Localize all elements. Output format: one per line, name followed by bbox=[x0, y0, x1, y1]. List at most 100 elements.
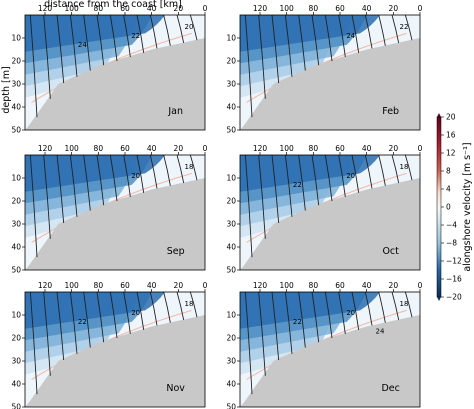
temperature-contour bbox=[391, 155, 400, 184]
y-tick-label: 10 bbox=[226, 34, 236, 43]
temperature-contour bbox=[298, 292, 306, 348]
y-tick-label: 10 bbox=[226, 311, 236, 320]
temperature-contour bbox=[69, 15, 78, 77]
y-tick-label: 40 bbox=[11, 103, 21, 112]
y-tick-label: 30 bbox=[226, 220, 236, 229]
month-label: Oct bbox=[382, 246, 399, 257]
temperature-contour bbox=[351, 155, 360, 193]
temperature-contour bbox=[378, 155, 386, 186]
x-tick-label: 60 bbox=[335, 281, 345, 290]
temperature-contour bbox=[404, 15, 413, 41]
seafloor bbox=[25, 315, 205, 407]
contour-label: 22 bbox=[131, 32, 140, 40]
temperature-contour bbox=[43, 155, 51, 239]
x-tick-label: 20 bbox=[389, 4, 399, 13]
temperature-contour bbox=[189, 15, 198, 41]
month-label: Jan bbox=[167, 106, 183, 117]
temperature-contour bbox=[189, 155, 198, 181]
temperature-contour bbox=[83, 292, 91, 348]
temperature-contour bbox=[96, 292, 105, 343]
temperature-contour bbox=[176, 155, 185, 184]
temperature-contour bbox=[56, 292, 65, 361]
x-tick-label: 60 bbox=[335, 4, 345, 13]
y-tick-label: 10 bbox=[11, 174, 21, 183]
temperature-contour bbox=[43, 15, 51, 99]
contour-label: 20 bbox=[346, 309, 355, 317]
temperature-contour bbox=[258, 292, 266, 376]
y-tick-label: 50 bbox=[11, 266, 21, 275]
temperature-contour bbox=[136, 155, 145, 193]
panel-dec: 18 20 22 24 Dec 120 100 80 60 40 20 0 10 20 30 40 50 bbox=[226, 281, 422, 409]
temperature-contour bbox=[338, 15, 346, 58]
x-tick-label: 100 bbox=[280, 4, 295, 13]
x-tick-label: 40 bbox=[362, 4, 372, 13]
temperature-contour bbox=[176, 292, 185, 321]
colorbar: 20 16 12 8 4 0 −4 −8 −12 −16 −20 alongshore veloci… bbox=[436, 113, 473, 302]
temperature-contour bbox=[271, 292, 280, 361]
y-tick-label: 20 bbox=[11, 197, 21, 206]
y-tick-label: 30 bbox=[11, 357, 21, 366]
seafloor bbox=[25, 178, 205, 270]
panel-frame bbox=[239, 14, 421, 131]
temperature-contour bbox=[109, 292, 118, 339]
x-tick-label: 80 bbox=[94, 281, 104, 290]
y-tick-label: 50 bbox=[11, 126, 21, 135]
month-label: Nov bbox=[166, 383, 185, 394]
x-tick-label: 60 bbox=[120, 144, 130, 153]
temperature-contour bbox=[311, 292, 320, 343]
y-tick-label: 50 bbox=[226, 126, 236, 135]
temperature-contour bbox=[83, 155, 91, 211]
y-tick-label: 20 bbox=[226, 334, 236, 343]
x-tick-label: 100 bbox=[65, 144, 80, 153]
seafloor bbox=[240, 315, 420, 407]
contour-label: 22 bbox=[293, 318, 302, 326]
x-tick-label: 80 bbox=[309, 4, 319, 13]
colorbar-top-extension bbox=[437, 113, 441, 117]
panel-nov: 18 20 22 Nov 120 100 80 60 40 20 0 10 20 30 40 50 bbox=[11, 281, 207, 409]
colorbar-tick-label: −16 bbox=[446, 275, 462, 284]
temperature-contour bbox=[69, 155, 78, 217]
x-tick-label: 0 bbox=[203, 281, 208, 290]
temperature-contour bbox=[29, 155, 38, 258]
colorbar-tick-label: 12 bbox=[446, 149, 456, 158]
x-tick-label: 80 bbox=[94, 144, 104, 153]
colorbar-tick-label: 8 bbox=[446, 167, 451, 176]
contour-label: 20 bbox=[185, 23, 194, 31]
temperature-contour bbox=[338, 292, 346, 335]
temperature-contour bbox=[364, 155, 373, 189]
colorbar-tick-label: 0 bbox=[446, 203, 451, 212]
temperature-contour bbox=[271, 15, 280, 84]
y-tick-label: 30 bbox=[11, 80, 21, 89]
y-tick-label: 10 bbox=[11, 311, 21, 320]
colorbar-tick-label: −12 bbox=[446, 257, 462, 266]
x-tick-label: 100 bbox=[280, 281, 295, 290]
contour-label: 22 bbox=[78, 318, 87, 326]
y-tick-label: 40 bbox=[226, 380, 236, 389]
temperature-contour bbox=[149, 292, 158, 326]
x-tick-label: 120 bbox=[38, 144, 53, 153]
colorbar-tick-label: 4 bbox=[446, 185, 451, 194]
x-tick-label: 120 bbox=[38, 281, 53, 290]
temperature-contour bbox=[56, 15, 65, 84]
contour-label: 24 bbox=[346, 32, 355, 40]
temperature-contour bbox=[163, 155, 171, 186]
colorbar-tick-label: −4 bbox=[446, 221, 457, 230]
temperature-contour bbox=[189, 292, 198, 318]
y-tick-label: 40 bbox=[226, 103, 236, 112]
x-tick-label: 40 bbox=[147, 281, 157, 290]
temperature-contour bbox=[378, 292, 386, 323]
contour-label: 24 bbox=[78, 41, 87, 49]
x-tick-label: 0 bbox=[418, 144, 423, 153]
temperature-contour bbox=[258, 15, 266, 99]
y-tick-label: 20 bbox=[226, 57, 236, 66]
temperature-contour bbox=[258, 155, 266, 239]
temperature-contour bbox=[109, 15, 118, 62]
temperature-contour bbox=[96, 15, 105, 66]
colorbar-tick-label: −20 bbox=[446, 293, 462, 302]
temperature-contour bbox=[378, 15, 386, 46]
temperature-contour bbox=[29, 15, 38, 118]
temperature-contour bbox=[324, 292, 333, 339]
x-axis-title: distance from the coast [km] bbox=[44, 0, 182, 10]
month-label: Dec bbox=[381, 383, 399, 394]
